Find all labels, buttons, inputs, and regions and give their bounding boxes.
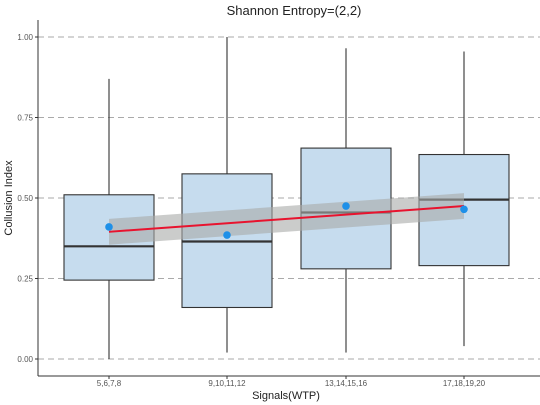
- x-axis-title: Signals(WTP): [252, 390, 320, 402]
- tick-labels: 0.00 0.25 0.50 0.75 1.00 5,6,7,8 9,10,11,12 13,…: [17, 33, 485, 388]
- x-tick-label: 9,10,11,12: [208, 379, 246, 388]
- box-2: [181, 37, 273, 353]
- x-tick-label: 17,18,19,20: [443, 379, 486, 388]
- trend-line-group: [108, 193, 465, 245]
- mean-point: [460, 205, 468, 214]
- mean-point: [105, 223, 113, 231]
- y-tick-label: 0.50: [17, 194, 33, 203]
- x-tick-label: 13,14,15,16: [325, 379, 368, 388]
- y-tick-label: 1.00: [17, 33, 33, 42]
- chart-title: Shannon Entropy=(2,2): [227, 3, 362, 18]
- y-axis-title: Collusion Index: [3, 160, 15, 236]
- y-tick-label: 0.00: [17, 355, 33, 364]
- trend-line: [108, 205, 465, 233]
- axes: [35, 20, 540, 379]
- mean-point: [342, 202, 350, 210]
- y-tick-label: 0.25: [17, 275, 33, 284]
- x-tick-label: 5,6,7,8: [97, 379, 122, 388]
- y-tick-label: 0.75: [17, 114, 33, 123]
- mean-points: [105, 202, 468, 239]
- mean-point: [223, 231, 231, 239]
